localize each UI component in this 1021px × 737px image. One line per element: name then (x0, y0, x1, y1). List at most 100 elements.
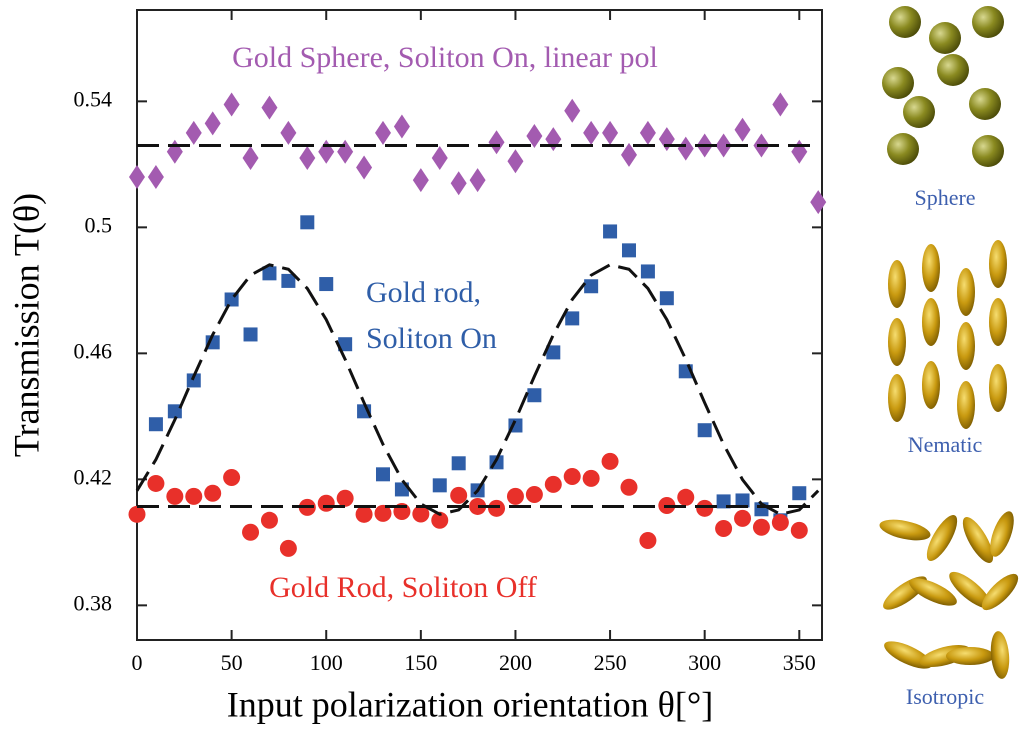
diamond-point (204, 111, 221, 136)
square-point (319, 277, 334, 292)
square-point (735, 493, 750, 508)
diamond-point (526, 124, 543, 148)
x-tick-label: 0 (132, 650, 143, 675)
diamond-point (374, 120, 391, 145)
diamond-point (412, 168, 429, 193)
y-tick-label: 0.38 (74, 590, 113, 615)
circle-point (506, 487, 524, 505)
circle-point (204, 484, 222, 502)
circle-point (469, 497, 487, 515)
sphere (889, 6, 921, 38)
y-axis-label: Transmission T(θ) (6, 193, 46, 457)
diamond-point (242, 146, 259, 171)
rod (957, 381, 975, 429)
square-point (603, 224, 618, 239)
circle-point (374, 504, 392, 522)
diamond-point (450, 171, 467, 196)
sphere-illustration (882, 6, 1004, 167)
circle-point (166, 487, 184, 505)
circle-point (563, 468, 581, 486)
rod (962, 517, 994, 563)
x-tick-label: 350 (783, 650, 816, 675)
series-annotation: Gold Sphere, Soliton On, linear pol (232, 41, 658, 74)
series-annotation: Gold rod, (366, 276, 481, 309)
diamond-point (185, 120, 202, 145)
square-point (659, 291, 674, 306)
diamond-point (639, 120, 656, 145)
diamond-point (545, 127, 562, 152)
rod (989, 240, 1007, 288)
x-tick-label: 300 (688, 650, 721, 675)
rod (922, 361, 940, 409)
diamond-point (318, 139, 335, 164)
rod (989, 298, 1007, 346)
diamond-point (810, 190, 827, 215)
x-axis-label: Input polarization orientation θ[°] (227, 684, 714, 724)
circle-point (223, 468, 241, 486)
rod (888, 260, 906, 308)
circle-point (752, 518, 770, 536)
diamond-point (602, 120, 619, 145)
y-tick-label: 0.54 (74, 86, 113, 111)
sphere (972, 6, 1004, 38)
circle-point (336, 489, 354, 507)
rod (957, 268, 975, 316)
x-tick-label: 200 (499, 650, 532, 675)
square-point (451, 456, 466, 471)
square-point (281, 273, 296, 288)
sphere (903, 96, 935, 128)
rod (989, 364, 1007, 412)
circle-point (582, 469, 600, 487)
circle-point (790, 521, 808, 539)
circle-point (242, 523, 260, 541)
circle-point (696, 499, 714, 517)
circle-point (620, 478, 638, 496)
circle-point (185, 487, 203, 505)
square-point (262, 266, 277, 281)
square-point (243, 327, 258, 342)
square-point (640, 264, 655, 279)
circle-point (412, 505, 430, 523)
circle-point (355, 505, 373, 523)
panel-label: Sphere (914, 185, 975, 210)
rod (957, 322, 975, 370)
diamond-point (261, 95, 278, 120)
rod (879, 519, 931, 541)
series-annotation: Gold Rod, Soliton Off (269, 571, 537, 604)
plot-frame (136, 9, 823, 641)
rod (981, 573, 1019, 611)
circle-point (677, 488, 695, 506)
rod (926, 515, 958, 561)
diamond-point (715, 133, 732, 158)
series-annotation: Soliton On (366, 322, 497, 355)
square-point (375, 467, 390, 482)
square-point (148, 417, 163, 432)
y-tick-label: 0.5 (85, 212, 113, 237)
diamond-point (677, 136, 694, 161)
panel-label: Nematic (908, 432, 983, 457)
circle-point (525, 485, 543, 503)
rod (990, 511, 1014, 557)
diamond-point (299, 146, 316, 171)
fit-line (135, 263, 820, 516)
square-point (565, 311, 580, 326)
diamond-point (147, 164, 164, 189)
x-tick-label: 250 (594, 650, 627, 675)
isotropic-illustration (879, 511, 1019, 679)
nematic-illustration (888, 240, 1007, 429)
diamond-point (166, 139, 183, 164)
rod (922, 244, 940, 292)
circle-point (601, 452, 619, 470)
diamond-point (583, 120, 600, 145)
square-point (338, 337, 353, 352)
diamond-point (791, 139, 808, 164)
diamond-point (507, 149, 524, 174)
circle-point (450, 486, 468, 504)
circle-point (488, 499, 506, 517)
square-point (584, 279, 599, 294)
y-tick-label: 0.42 (74, 464, 113, 489)
circle-point (639, 531, 657, 549)
diamond-point (337, 139, 354, 164)
